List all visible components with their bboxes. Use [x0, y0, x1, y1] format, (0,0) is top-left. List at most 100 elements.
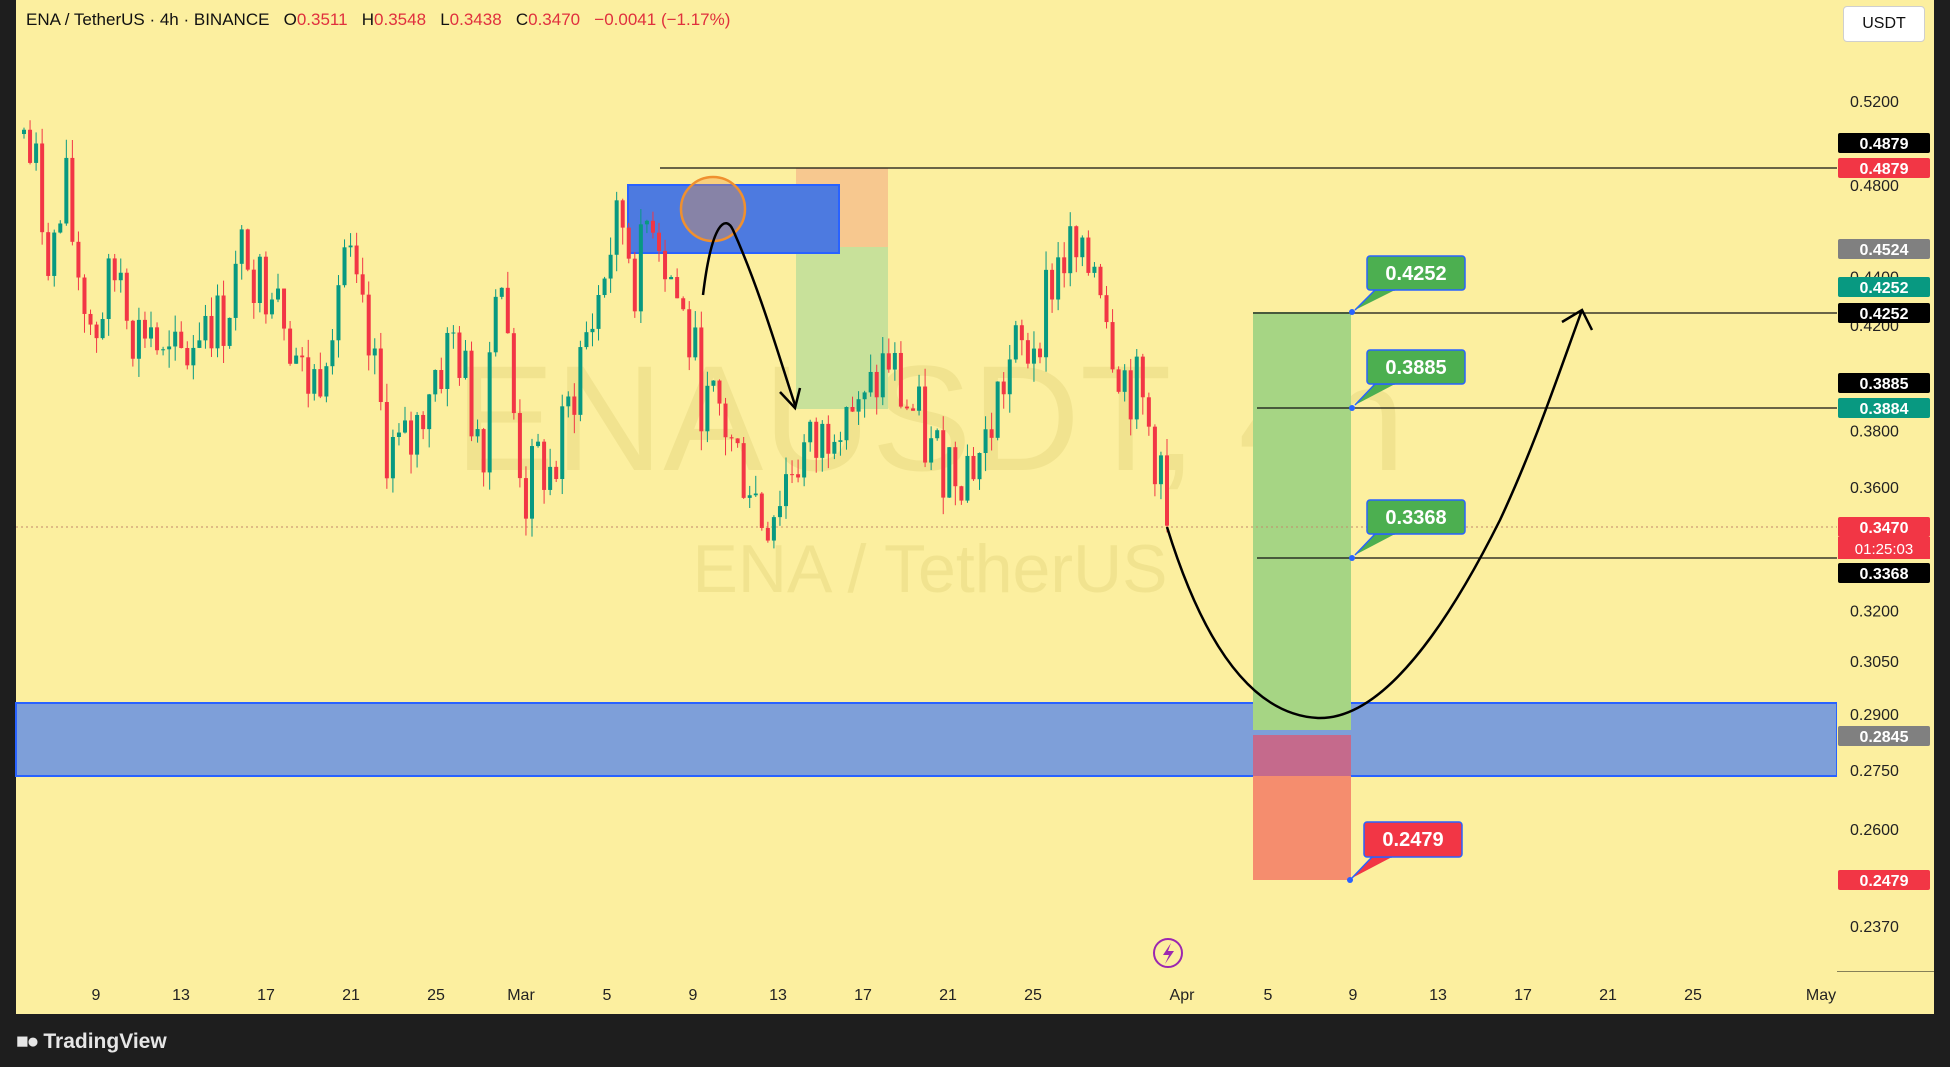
time-tick-label: May: [1806, 987, 1836, 1004]
time-tick-label: 13: [172, 987, 190, 1004]
candle: [300, 347, 305, 372]
candle: [342, 239, 347, 288]
candle: [554, 460, 559, 483]
candle: [1165, 439, 1169, 533]
tradingview-logo[interactable]: ■● TradingView: [16, 1030, 167, 1054]
candle: [191, 335, 196, 380]
time-tick-label: 13: [769, 987, 787, 1004]
candle: [644, 219, 649, 234]
time-tick-label: 25: [427, 987, 445, 1004]
candle: [832, 434, 837, 460]
projection-arrow-head: [1561, 308, 1594, 331]
candle: [717, 379, 722, 416]
countdown-tag: [1838, 537, 1930, 559]
candle: [282, 288, 287, 341]
candle: [1122, 364, 1127, 402]
price-tags: 0.4879 0.4879 0.4524 0.4252 0.4252 0.3885 0.38…: [1838, 133, 1930, 890]
candle: [1001, 372, 1006, 409]
candle: [263, 251, 268, 324]
stop-label-0.2479[interactable]: 0.2479: [1347, 821, 1463, 883]
time-tick-label: 17: [1514, 987, 1532, 1004]
candle: [22, 127, 26, 139]
footer-bar: [0, 1016, 1950, 1067]
target-label-0.4252[interactable]: 0.4252: [1349, 255, 1466, 315]
candle: [336, 275, 341, 358]
candle: [142, 311, 147, 348]
price-tick-label: 0.5200: [1850, 94, 1899, 111]
price-tick-label: 0.2900: [1850, 707, 1899, 724]
candle: [796, 459, 801, 483]
price-tick-label: 0.3050: [1850, 654, 1899, 671]
candle: [1152, 424, 1157, 497]
price-tag-label: 0.3885: [1860, 376, 1909, 393]
candle: [1086, 230, 1091, 276]
target-label-0.3885[interactable]: 0.3885: [1349, 349, 1466, 411]
candle: [584, 321, 589, 350]
candle: [880, 337, 885, 406]
candle: [711, 380, 716, 392]
candle: [269, 292, 274, 319]
candle: [868, 354, 873, 397]
candle: [1110, 309, 1115, 373]
price-tick-label: 0.2750: [1850, 763, 1899, 780]
candle: [445, 327, 450, 407]
time-tick-label: 21: [1599, 987, 1617, 1004]
lightning-icon[interactable]: [1153, 938, 1183, 968]
price-tag-label: 0.4524: [1860, 242, 1909, 259]
stop-label-text: 0.2479: [1382, 829, 1443, 851]
time-tick-label: 17: [257, 987, 275, 1004]
currency-button[interactable]: USDT: [1843, 6, 1925, 42]
candle: [1140, 353, 1145, 415]
candle: [1038, 342, 1042, 364]
candle: [1013, 320, 1018, 363]
candle: [136, 307, 141, 377]
candle: [330, 328, 335, 375]
candle: [469, 341, 474, 442]
candle: [681, 296, 686, 311]
candle: [179, 321, 184, 349]
candle: [46, 222, 51, 281]
candle: [790, 460, 795, 484]
candle: [989, 412, 994, 451]
candle: [959, 485, 964, 505]
candle: [221, 280, 226, 364]
candle: [941, 416, 946, 515]
candle: [983, 416, 988, 472]
candle-series: [22, 120, 1169, 549]
candle: [505, 271, 510, 334]
candle: [372, 338, 377, 375]
candle: [481, 427, 486, 487]
candle: [1074, 225, 1079, 273]
candle: [856, 391, 861, 425]
candle: [1031, 331, 1036, 382]
candle: [995, 381, 1000, 441]
target-label-0.3368[interactable]: 0.3368: [1349, 499, 1466, 561]
candle: [306, 339, 311, 408]
candle: [602, 276, 607, 298]
candle: [1062, 242, 1067, 288]
short-arrow-path: [701, 221, 797, 406]
candle: [614, 191, 619, 272]
candle: [155, 322, 160, 355]
candle: [294, 347, 299, 364]
candle: [892, 342, 897, 381]
candle: [608, 237, 613, 293]
high-value: 0.3548: [374, 10, 427, 29]
candle: [463, 340, 468, 380]
time-tick-label: Apr: [1170, 987, 1196, 1004]
candle: [457, 326, 462, 386]
candle: [735, 438, 740, 448]
candle: [765, 521, 770, 543]
candle: [862, 390, 867, 418]
candle: [953, 441, 958, 506]
candle: [705, 371, 710, 443]
price-tag: [1838, 133, 1930, 153]
target-label-text: 0.3885: [1385, 357, 1446, 379]
candle: [886, 338, 891, 373]
candle: [173, 315, 178, 361]
candle: [898, 341, 903, 409]
candle: [354, 232, 359, 284]
candle: [802, 434, 807, 487]
price-tag-label: 0.4879: [1860, 136, 1909, 153]
